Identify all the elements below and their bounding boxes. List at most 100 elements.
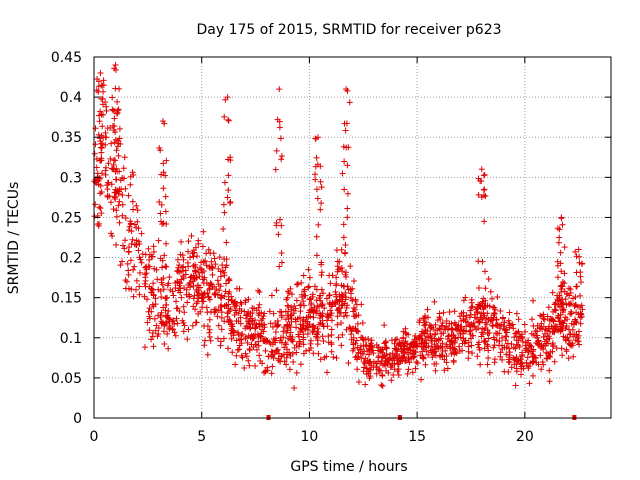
data-point bbox=[276, 263, 283, 270]
data-point bbox=[568, 320, 575, 327]
data-point bbox=[313, 286, 320, 293]
data-point bbox=[443, 352, 450, 359]
data-point bbox=[121, 154, 128, 161]
data-point bbox=[150, 248, 157, 255]
data-point bbox=[119, 174, 126, 181]
data-point bbox=[537, 352, 544, 359]
data-point bbox=[275, 231, 282, 238]
data-point bbox=[543, 327, 550, 334]
data-point bbox=[207, 337, 214, 344]
data-point bbox=[558, 300, 565, 307]
data-point bbox=[531, 354, 538, 361]
data-point bbox=[127, 257, 134, 264]
data-point bbox=[226, 275, 233, 282]
data-point bbox=[506, 309, 513, 316]
data-point bbox=[119, 242, 126, 249]
data-point bbox=[229, 349, 236, 356]
data-point bbox=[538, 343, 545, 350]
data-point bbox=[501, 326, 508, 333]
data-point bbox=[245, 357, 252, 364]
data-point bbox=[152, 327, 159, 334]
data-point bbox=[117, 262, 124, 269]
data-point bbox=[225, 156, 232, 163]
data-point bbox=[318, 261, 325, 268]
data-point bbox=[204, 290, 211, 297]
data-point bbox=[347, 287, 354, 294]
data-point bbox=[226, 308, 233, 315]
data-point bbox=[481, 171, 488, 178]
data-point bbox=[293, 281, 300, 288]
data-point bbox=[206, 329, 213, 336]
data-point bbox=[428, 324, 435, 331]
data-point bbox=[255, 338, 262, 345]
data-point bbox=[405, 366, 412, 373]
data-point bbox=[438, 323, 445, 330]
data-point bbox=[510, 355, 517, 362]
data-point bbox=[475, 301, 482, 308]
data-point bbox=[115, 140, 122, 147]
data-point bbox=[450, 331, 457, 338]
data-point bbox=[546, 367, 553, 374]
data-point bbox=[206, 326, 213, 333]
data-point bbox=[160, 185, 167, 192]
data-point bbox=[204, 309, 211, 316]
data-point bbox=[578, 313, 585, 320]
data-point bbox=[448, 338, 455, 345]
data-point bbox=[518, 371, 525, 378]
data-point bbox=[155, 237, 162, 244]
data-point bbox=[441, 367, 448, 374]
data-point bbox=[260, 313, 267, 320]
data-point bbox=[284, 346, 291, 353]
data-point bbox=[475, 284, 482, 291]
data-point bbox=[561, 288, 568, 295]
data-point bbox=[288, 291, 295, 298]
data-point bbox=[185, 326, 192, 333]
data-point bbox=[323, 369, 330, 376]
data-point bbox=[157, 210, 164, 217]
data-point bbox=[183, 286, 190, 293]
x-tick-label: 15 bbox=[408, 429, 426, 445]
data-point bbox=[161, 341, 168, 348]
data-point bbox=[578, 279, 585, 286]
data-point bbox=[414, 340, 421, 347]
data-point bbox=[291, 303, 298, 310]
data-point bbox=[516, 343, 523, 350]
data-point bbox=[328, 341, 335, 348]
data-point bbox=[162, 312, 169, 319]
data-point bbox=[169, 326, 176, 333]
data-point bbox=[318, 200, 325, 207]
data-point bbox=[160, 220, 167, 227]
data-point bbox=[478, 166, 485, 173]
data-point bbox=[160, 160, 167, 167]
data-point bbox=[351, 313, 358, 320]
data-point bbox=[313, 233, 320, 240]
data-point bbox=[346, 324, 353, 331]
data-point bbox=[277, 358, 284, 365]
data-point bbox=[164, 330, 171, 337]
data-point bbox=[174, 256, 181, 263]
data-point bbox=[421, 322, 428, 329]
data-point bbox=[320, 337, 327, 344]
data-point bbox=[122, 215, 129, 222]
data-point bbox=[576, 259, 583, 266]
data-point bbox=[515, 316, 522, 323]
data-point bbox=[415, 335, 422, 342]
data-point bbox=[238, 301, 245, 308]
data-point bbox=[107, 199, 114, 206]
data-point bbox=[115, 106, 122, 113]
data-point bbox=[156, 198, 163, 205]
data-point bbox=[150, 243, 157, 250]
data-point bbox=[190, 262, 197, 269]
data-point bbox=[519, 349, 526, 356]
data-point bbox=[574, 335, 581, 342]
y-tick-label: 0.15 bbox=[51, 291, 82, 307]
y-tick-label: 0.3 bbox=[60, 170, 82, 186]
data-point bbox=[545, 304, 552, 311]
data-point bbox=[274, 321, 281, 328]
data-point bbox=[133, 202, 140, 209]
data-point bbox=[334, 321, 341, 328]
data-point bbox=[298, 326, 305, 333]
data-point bbox=[121, 245, 128, 252]
data-point bbox=[230, 329, 237, 336]
data-point bbox=[196, 273, 203, 280]
